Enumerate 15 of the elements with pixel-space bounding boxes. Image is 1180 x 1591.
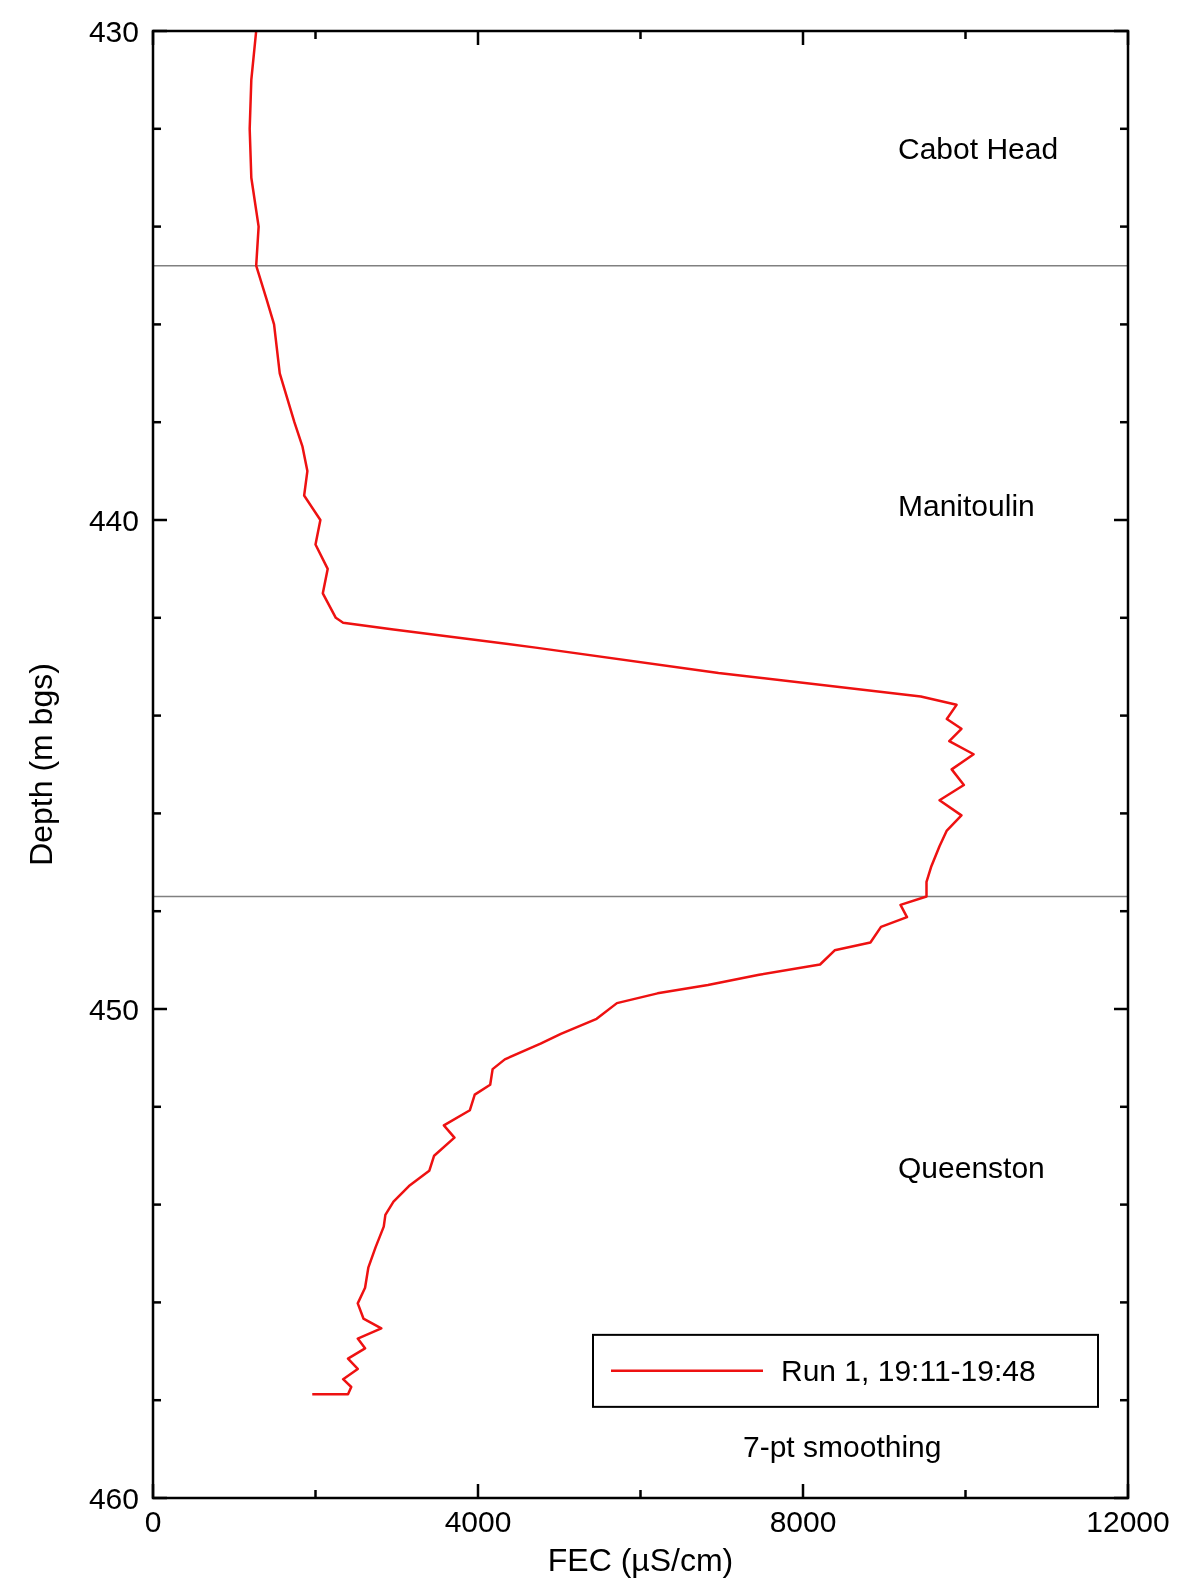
- y-tick-label: 440: [88, 503, 139, 537]
- annotation: Manitoulin: [898, 488, 1035, 522]
- y-tick-label: 430: [88, 14, 139, 48]
- y-tick-label: 450: [88, 992, 139, 1026]
- x-tick-label: 4000: [444, 1505, 512, 1538]
- y-tick-label: 460: [88, 1481, 139, 1515]
- annotation: Queenston: [898, 1150, 1045, 1184]
- x-tick-label: 12000: [1086, 1505, 1170, 1538]
- x-tick-label: 8000: [769, 1505, 837, 1538]
- x-tick-label: 0: [144, 1505, 162, 1538]
- x-axis-title: FEC (µS/cm): [547, 1542, 734, 1578]
- annotation: 7-pt smoothing: [743, 1430, 942, 1464]
- annotation: Cabot Head: [898, 131, 1059, 165]
- y-axis-title: Depth (m bgs): [23, 663, 59, 866]
- text: Run 1, 19:11-19:48: [781, 1354, 1036, 1388]
